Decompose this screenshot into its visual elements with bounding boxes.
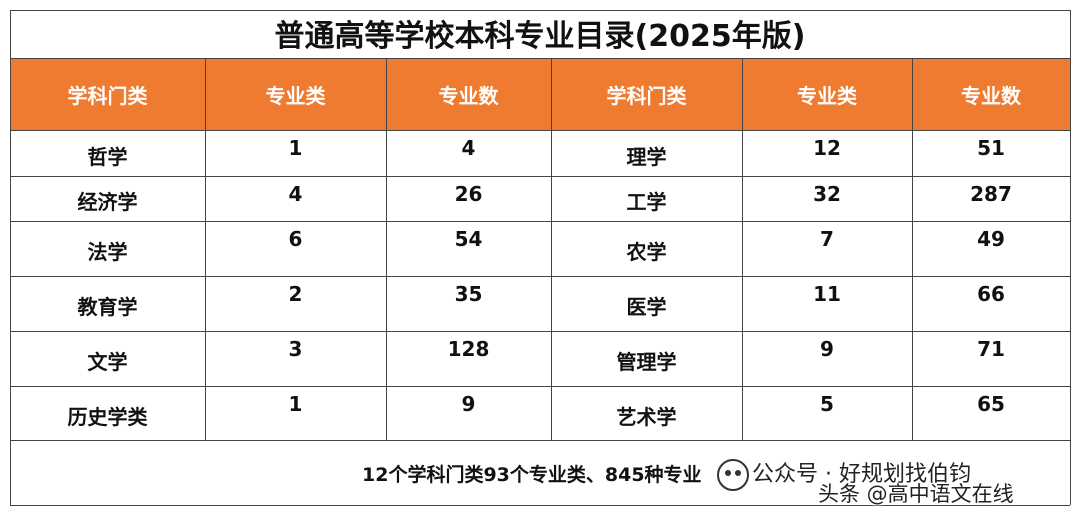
category-cell: 农学 bbox=[626, 240, 667, 264]
number-cell: 4 bbox=[288, 182, 303, 206]
number-cell: 7 bbox=[820, 227, 834, 251]
column-line bbox=[205, 58, 206, 440]
watermark-icon bbox=[717, 459, 749, 491]
number-cell: 2 bbox=[288, 282, 303, 306]
number-cell: 54 bbox=[454, 227, 483, 251]
number-cell: 287 bbox=[970, 182, 1012, 206]
header-cell: 专业类 bbox=[205, 58, 386, 130]
number-cell: 5 bbox=[820, 392, 834, 416]
number-cell: 1 bbox=[288, 136, 303, 160]
category-cell: 哲学 bbox=[87, 144, 128, 169]
number-cell: 65 bbox=[977, 392, 1005, 416]
row-line bbox=[10, 130, 1070, 131]
header-cell: 专业数 bbox=[386, 58, 551, 130]
number-cell: 66 bbox=[977, 282, 1005, 306]
category-cell: 工学 bbox=[626, 190, 667, 214]
number-cell: 128 bbox=[447, 337, 490, 361]
row-line bbox=[10, 58, 1070, 59]
watermark-line1: 公众号 · 好规划找伯钧 bbox=[752, 462, 971, 487]
category-cell: 文学 bbox=[87, 350, 128, 374]
number-cell: 49 bbox=[977, 227, 1005, 251]
category-cell: 理学 bbox=[626, 144, 667, 169]
category-cell: 艺术学 bbox=[616, 404, 677, 429]
row-line bbox=[10, 176, 1070, 177]
row-line bbox=[10, 505, 1070, 506]
row-line bbox=[10, 386, 1070, 387]
row-line bbox=[10, 221, 1070, 222]
column-line bbox=[912, 58, 913, 440]
header-cell: 学科门类 bbox=[551, 58, 742, 130]
header-cell: 专业数 bbox=[912, 58, 1070, 130]
column-line bbox=[742, 58, 743, 440]
number-cell: 11 bbox=[813, 282, 841, 306]
category-cell: 教育学 bbox=[77, 295, 138, 319]
number-cell: 6 bbox=[288, 227, 303, 251]
number-cell: 9 bbox=[820, 337, 834, 361]
footer-note: 12个学科门类93个专业类、845种专业 bbox=[362, 463, 702, 486]
row-line bbox=[10, 10, 1070, 11]
column-line bbox=[1070, 10, 1071, 505]
category-cell: 医学 bbox=[626, 295, 667, 319]
row-line bbox=[10, 331, 1070, 332]
column-line bbox=[386, 58, 387, 440]
column-line bbox=[551, 58, 552, 440]
number-cell: 12 bbox=[813, 136, 841, 160]
title: 普通高等学校本科专业目录(2025年版) bbox=[274, 19, 806, 54]
number-cell: 4 bbox=[461, 136, 476, 160]
header-cell: 学科门类 bbox=[10, 58, 205, 130]
number-cell: 51 bbox=[977, 136, 1005, 160]
header-cell: 专业类 bbox=[742, 58, 912, 130]
number-cell: 1 bbox=[288, 392, 303, 416]
category-cell: 经济学 bbox=[77, 190, 138, 214]
number-cell: 35 bbox=[454, 282, 483, 306]
row-line bbox=[10, 440, 1070, 441]
number-cell: 3 bbox=[288, 337, 303, 361]
category-cell: 管理学 bbox=[616, 350, 677, 374]
number-cell: 71 bbox=[977, 337, 1005, 361]
number-cell: 32 bbox=[813, 182, 841, 206]
category-cell: 法学 bbox=[87, 240, 128, 264]
number-cell: 9 bbox=[461, 392, 476, 416]
row-line bbox=[10, 276, 1070, 277]
watermark-line2: 头条 @高中语文在线 bbox=[818, 482, 1014, 506]
category-cell: 历史学类 bbox=[67, 404, 148, 429]
column-line bbox=[10, 10, 11, 505]
number-cell: 26 bbox=[454, 182, 483, 206]
